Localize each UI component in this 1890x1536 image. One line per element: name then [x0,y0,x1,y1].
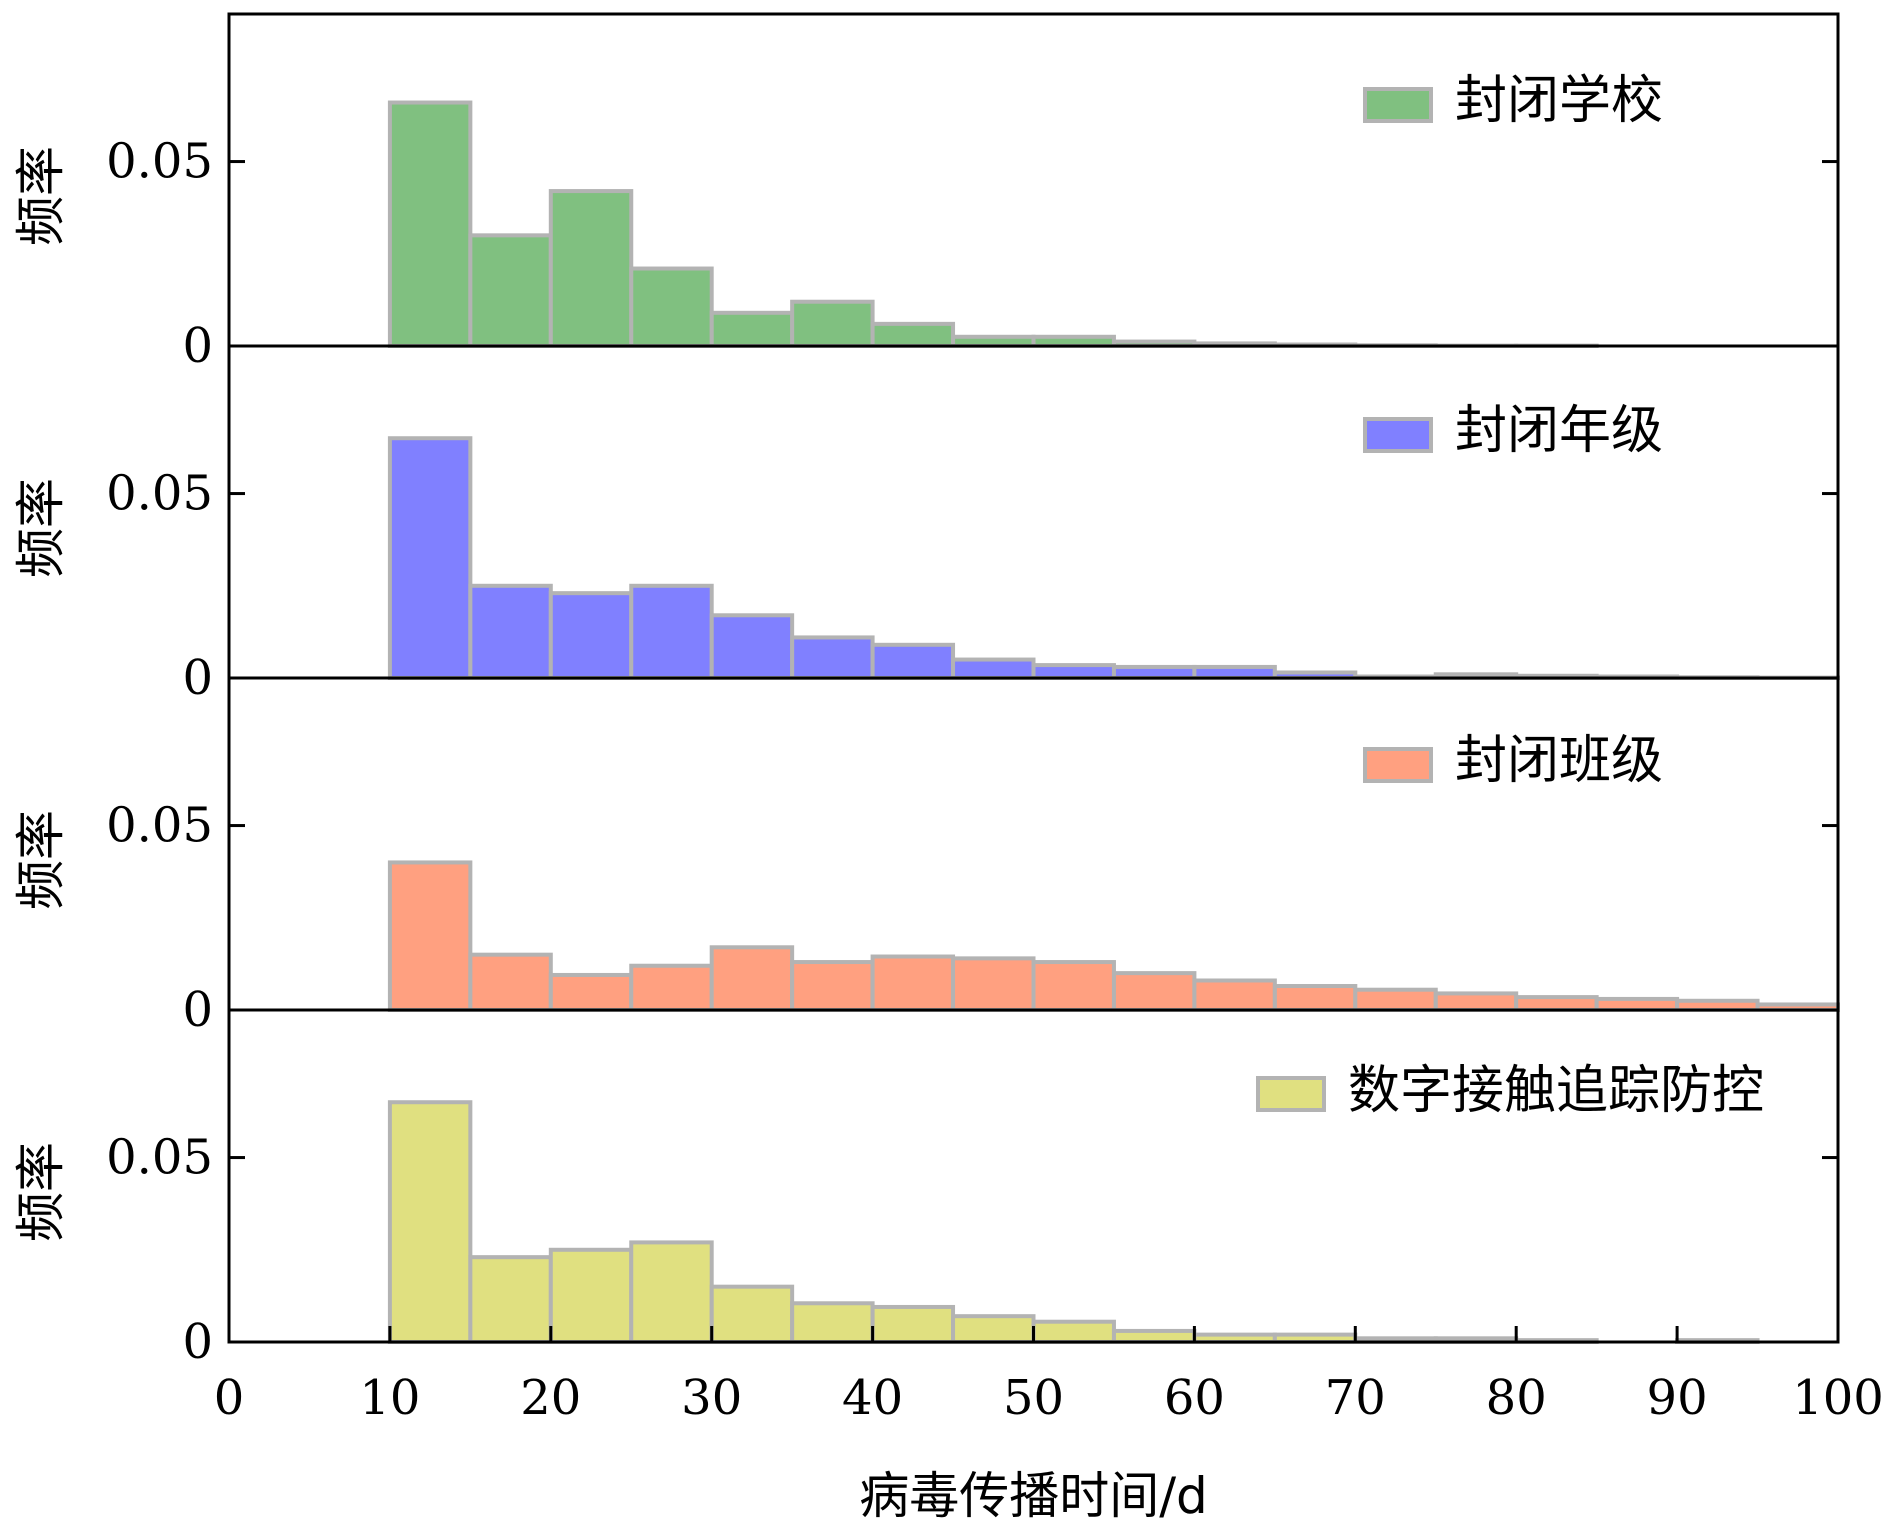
histogram-bar [1353,987,1438,1013]
histogram-bar [548,591,634,681]
histogram-bar [1111,664,1197,681]
x-tick-label: 60 [1164,1370,1225,1426]
x-axis: 0 10 20 30 40 50 60 70 80 90 100 [214,1326,1884,1426]
legend-swatch [1256,1076,1326,1112]
histogram-bar [387,860,473,1013]
panels: 00.05频率封闭学校00.05频率封闭年级00.05频率封闭班级00.05频率… [12,12,1841,1370]
histogram-bar [790,1301,875,1345]
y-axis-title: 频率 [12,1142,70,1242]
y-tick-label: 0 [182,650,213,706]
histogram-bar [1031,663,1116,680]
histogram-bar [709,310,795,348]
y-tick-label: 0 [182,318,213,374]
histogram-bar [1031,960,1116,1012]
x-tick-label: 90 [1647,1370,1708,1426]
histogram-bar [709,1284,795,1344]
histogram-bar [1433,991,1519,1013]
y-tick-label: 0.05 [106,134,213,190]
legend-swatch [1363,417,1433,453]
y-axis-title: 频率 [12,478,70,578]
histogram-bar [870,1304,956,1345]
histogram-bar [870,954,956,1012]
histogram-bar [387,1100,473,1344]
panel-2: 0 0.05 频率 封闭年级 [12,344,1841,706]
legend-label: 数字接触追踪防控 [1348,1061,1764,1121]
y-tick-label: 0.05 [106,466,213,522]
panel-4: 0 0.05 频率 数字接触追踪防控 [12,1008,1840,1370]
histogram-bar [1192,664,1277,681]
histogram-bar [548,972,634,1013]
histogram-bar [870,642,956,680]
histogram-bar [790,635,875,681]
histogram-bar [387,436,473,680]
histogram-bar [951,956,1036,1012]
x-tick-label: 80 [1486,1370,1547,1426]
histogram-bar [1111,971,1197,1012]
x-tick-label: 20 [520,1370,581,1426]
histogram-bar [468,1255,553,1344]
legend-label: 封闭班级 [1455,731,1663,791]
x-axis-title: 病毒传播时间/d [859,1467,1208,1525]
histogram-bar [629,583,714,680]
histogram-bar [951,657,1036,680]
histogram-bar [629,266,714,348]
histogram-bar [548,189,634,348]
legend-swatch [1363,87,1433,123]
histogram-bar [1111,1328,1197,1345]
histogram-bar [629,1240,714,1345]
y-tick-label: 0 [182,1314,213,1370]
histogram-bar [548,1247,634,1345]
histogram-bar [709,945,795,1012]
histogram-bar [1192,978,1277,1013]
panel-3: 0 0.05 频率 封闭班级 [12,676,1841,1038]
histogram-bar [1031,1319,1116,1344]
histogram-bar [1272,984,1358,1012]
y-tick-label: 0 [182,982,213,1038]
histogram-bar [870,321,956,349]
x-tick-label: 30 [681,1370,742,1426]
y-axis-title: 频率 [12,146,70,246]
histogram-bar [790,960,875,1012]
histogram-bar [468,583,553,680]
histogram-bar [709,613,795,680]
y-axis-title: 频率 [12,810,70,910]
x-tick-label: 0 [214,1370,245,1426]
legend-label: 封闭年级 [1455,401,1663,461]
histogram-bar [1594,996,1680,1013]
x-tick-label: 100 [1792,1370,1884,1426]
x-tick-label: 70 [1325,1370,1386,1426]
panel-1: 0 0.05 频率 封闭学校 [12,12,1840,374]
legend-label: 封闭学校 [1455,71,1663,131]
histogram-bar [468,233,553,348]
histogram-bar [468,952,553,1013]
x-tick-label: 10 [359,1370,420,1426]
histogram-bar [629,963,714,1013]
y-tick-label: 0.05 [106,1130,213,1186]
x-tick-label: 50 [1003,1370,1064,1426]
x-tick-label: 40 [842,1370,903,1426]
histogram-bar [951,1314,1036,1344]
legend-swatch [1363,747,1433,783]
y-tick-label: 0.05 [106,798,213,854]
histogram-bar [790,299,875,349]
histogram-bar [1514,995,1599,1012]
histogram-bar [387,100,473,348]
